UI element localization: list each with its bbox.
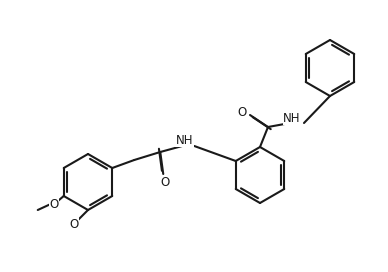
Text: O: O <box>49 197 58 211</box>
Text: O: O <box>237 107 247 119</box>
Text: NH: NH <box>175 134 193 147</box>
Text: NH: NH <box>283 112 301 125</box>
Text: O: O <box>69 218 79 230</box>
Text: O: O <box>161 177 170 190</box>
